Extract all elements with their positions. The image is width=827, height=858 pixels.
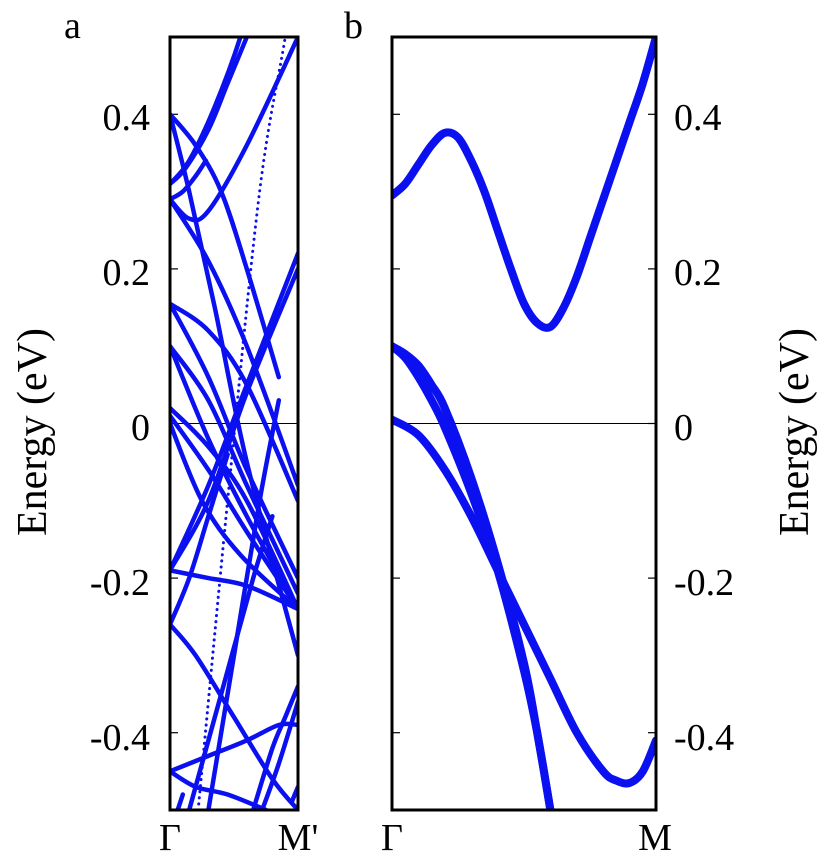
band-line-a-7 bbox=[170, 301, 298, 504]
y-tick-label-a-0: 0 bbox=[131, 407, 150, 449]
x-tick-label-m: M bbox=[638, 817, 672, 858]
band-line-a-27 bbox=[196, 37, 287, 810]
band-line-a-9 bbox=[170, 343, 298, 596]
band-line-a-16 bbox=[170, 568, 298, 612]
band-line-a-23 bbox=[250, 684, 298, 810]
band-line-a-8 bbox=[170, 301, 298, 581]
band-line-a-15 bbox=[170, 266, 298, 573]
y-tick-labels-b: 0.4 0.2 0 -0.2 -0.4 bbox=[674, 97, 734, 759]
y-tick-label-a-0.4: 0.4 bbox=[103, 97, 151, 139]
y-tick-label-b-0: 0 bbox=[674, 407, 693, 449]
band-line-a-26 bbox=[175, 792, 186, 810]
band-line-a-1 bbox=[170, 112, 282, 380]
bands-b bbox=[392, 37, 656, 810]
plot-frame-b bbox=[390, 35, 658, 812]
band-line-a-21 bbox=[170, 721, 298, 774]
bands-a bbox=[170, 37, 298, 810]
band-line-a-3 bbox=[170, 37, 250, 187]
band-line-a-4 bbox=[170, 37, 298, 223]
y-tick-label-b--0.4: -0.4 bbox=[674, 717, 734, 759]
band-line-a-20 bbox=[206, 398, 282, 810]
y-tick-label-b--0.2: -0.2 bbox=[674, 562, 734, 604]
x-tick-label-gamma-a: Γ bbox=[159, 817, 181, 858]
plot-frame-a bbox=[168, 35, 300, 812]
band-line-a-13 bbox=[170, 421, 298, 612]
x-tick-label-m-prime: M' bbox=[278, 817, 319, 858]
y-tick-label-a--0.4: -0.4 bbox=[90, 717, 150, 759]
band-line-a-6 bbox=[170, 197, 298, 488]
y-axis-title-a: Energy (eV) bbox=[10, 328, 56, 536]
band-line-b-1 bbox=[392, 342, 555, 810]
band-line-a-24 bbox=[259, 699, 298, 810]
band-line-b-0 bbox=[392, 37, 656, 332]
panel-label-b: b bbox=[344, 5, 363, 47]
y-tick-label-b-0.2: 0.2 bbox=[674, 252, 722, 294]
y-tick-label-b-0.4: 0.4 bbox=[674, 97, 722, 139]
band-line-a-5 bbox=[170, 158, 209, 202]
panel-a: a Energy (eV) 0.4 0.2 0 -0.2 -0.4 Γ M' bbox=[10, 5, 319, 858]
panel-label-a: a bbox=[64, 5, 81, 47]
band-line-a-14 bbox=[170, 251, 298, 573]
panel-b: b Energy (eV) 0.4 0.2 0 -0.2 -0.4 Γ M bbox=[344, 5, 818, 858]
band-line-a-10 bbox=[170, 343, 298, 612]
band-line-a-18 bbox=[170, 452, 230, 627]
band-line-a-11 bbox=[170, 405, 298, 612]
band-line-b-2 bbox=[392, 342, 555, 810]
band-line-a-22 bbox=[170, 769, 269, 810]
band-line-a-17 bbox=[170, 622, 298, 810]
band-line-a-2 bbox=[170, 37, 243, 187]
y-tick-labels-a: 0.4 0.2 0 -0.2 -0.4 bbox=[90, 97, 150, 759]
x-tick-label-gamma-b: Γ bbox=[381, 817, 403, 858]
band-line-b-3 bbox=[392, 415, 656, 788]
y-tick-label-a-0.2: 0.2 bbox=[103, 252, 151, 294]
y-axis-title-b: Energy (eV) bbox=[772, 328, 818, 536]
band-line-a-12 bbox=[170, 413, 298, 612]
y-tick-label-a--0.2: -0.2 bbox=[90, 562, 150, 604]
